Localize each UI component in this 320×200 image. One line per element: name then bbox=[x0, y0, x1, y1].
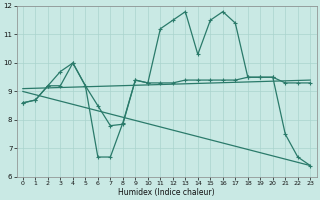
X-axis label: Humidex (Indice chaleur): Humidex (Indice chaleur) bbox=[118, 188, 215, 197]
